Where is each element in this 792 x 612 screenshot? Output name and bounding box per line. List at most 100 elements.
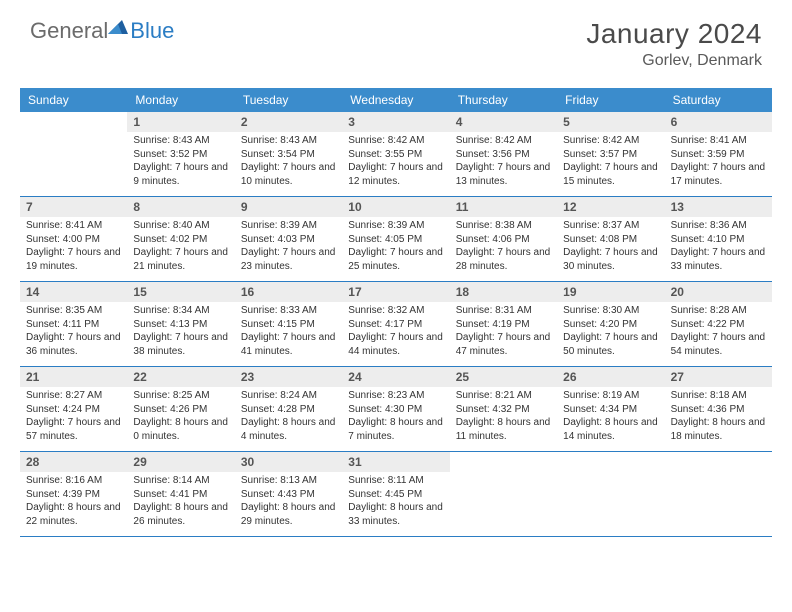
day-number: 20 [665,282,772,302]
day-cell: 19Sunrise: 8:30 AMSunset: 4:20 PMDayligh… [557,282,664,366]
day-number: 24 [342,367,449,387]
sunset-text: Sunset: 4:28 PM [241,403,336,417]
day-cell: 31Sunrise: 8:11 AMSunset: 4:45 PMDayligh… [342,452,449,536]
day-cell: 1Sunrise: 8:43 AMSunset: 3:52 PMDaylight… [127,112,234,196]
sunrise-text: Sunrise: 8:42 AM [456,134,551,148]
sunrise-text: Sunrise: 8:35 AM [26,304,121,318]
day-number: 7 [20,197,127,217]
day-number [665,452,772,472]
day-number: 12 [557,197,664,217]
daylight-text: Daylight: 7 hours and 12 minutes. [348,161,443,188]
day-number [20,112,127,132]
sunrise-text: Sunrise: 8:39 AM [241,219,336,233]
day-number: 17 [342,282,449,302]
day-cell: 9Sunrise: 8:39 AMSunset: 4:03 PMDaylight… [235,197,342,281]
day-body: Sunrise: 8:33 AMSunset: 4:15 PMDaylight:… [235,302,342,362]
day-body: Sunrise: 8:43 AMSunset: 3:52 PMDaylight:… [127,132,234,192]
daylight-text: Daylight: 7 hours and 17 minutes. [671,161,766,188]
day-number: 2 [235,112,342,132]
sunrise-text: Sunrise: 8:32 AM [348,304,443,318]
week-row: 1Sunrise: 8:43 AMSunset: 3:52 PMDaylight… [20,112,772,197]
day-cell [665,452,772,536]
sunset-text: Sunset: 4:02 PM [133,233,228,247]
calendar: SundayMondayTuesdayWednesdayThursdayFrid… [20,88,772,537]
sunrise-text: Sunrise: 8:42 AM [563,134,658,148]
day-body: Sunrise: 8:28 AMSunset: 4:22 PMDaylight:… [665,302,772,362]
day-number: 1 [127,112,234,132]
sunset-text: Sunset: 4:03 PM [241,233,336,247]
daylight-text: Daylight: 7 hours and 57 minutes. [26,416,121,443]
sunset-text: Sunset: 4:19 PM [456,318,551,332]
sunrise-text: Sunrise: 8:40 AM [133,219,228,233]
day-number: 23 [235,367,342,387]
daylight-text: Daylight: 7 hours and 38 minutes. [133,331,228,358]
day-body: Sunrise: 8:37 AMSunset: 4:08 PMDaylight:… [557,217,664,277]
daylight-text: Daylight: 7 hours and 54 minutes. [671,331,766,358]
day-body: Sunrise: 8:31 AMSunset: 4:19 PMDaylight:… [450,302,557,362]
sunset-text: Sunset: 3:52 PM [133,148,228,162]
page-header: General Blue January 2024 Gorlev, Denmar… [0,0,792,78]
sunrise-text: Sunrise: 8:41 AM [26,219,121,233]
day-cell: 14 Sunrise: 8:35 AMSunset: 4:11 PMDayligh… [20,282,127,366]
daylight-text: Daylight: 8 hours and 33 minutes. [348,501,443,528]
day-cell: 20Sunrise: 8:28 AMSunset: 4:22 PMDayligh… [665,282,772,366]
daylight-text: Daylight: 7 hours and 47 minutes. [456,331,551,358]
logo-text-2: Blue [130,18,174,44]
sunrise-text: Sunrise: 8:27 AM [26,389,121,403]
sunrise-text: Sunrise: 8:18 AM [671,389,766,403]
logo-triangle-icon [108,18,128,41]
day-number: 26 [557,367,664,387]
daylight-text: Daylight: 7 hours and 36 minutes. [26,331,121,358]
sunrise-text: Sunrise: 8:21 AM [456,389,551,403]
day-cell: 29Sunrise: 8:14 AMSunset: 4:41 PMDayligh… [127,452,234,536]
sunset-text: Sunset: 4:11 PM [26,318,121,332]
daylight-text: Daylight: 7 hours and 13 minutes. [456,161,551,188]
day-cell: 21Sunrise: 8:27 AMSunset: 4:24 PMDayligh… [20,367,127,451]
day-cell: 13Sunrise: 8:36 AMSunset: 4:10 PMDayligh… [665,197,772,281]
location-label: Gorlev, Denmark [586,52,762,70]
day-number: 22 [127,367,234,387]
day-number: 25 [450,367,557,387]
sunset-text: Sunset: 4:20 PM [563,318,658,332]
day-body: Sunrise: 8:24 AMSunset: 4:28 PMDaylight:… [235,387,342,447]
day-number: 10 [342,197,449,217]
daylight-text: Daylight: 7 hours and 9 minutes. [133,161,228,188]
logo: General Blue [30,18,174,44]
week-header-cell: Saturday [665,88,772,112]
month-title: January 2024 [586,18,762,50]
day-cell: 28Sunrise: 8:16 AMSunset: 4:39 PMDayligh… [20,452,127,536]
day-number: 14 [20,282,127,302]
sunrise-text: Sunrise: 8:34 AM [133,304,228,318]
day-body: Sunrise: 8:16 AMSunset: 4:39 PMDaylight:… [20,472,127,532]
day-number: 27 [665,367,772,387]
day-number: 4 [450,112,557,132]
sunrise-text: Sunrise: 8:31 AM [456,304,551,318]
day-body: Sunrise: 8:42 AMSunset: 3:55 PMDaylight:… [342,132,449,192]
sunset-text: Sunset: 3:57 PM [563,148,658,162]
day-body: Sunrise: 8:34 AMSunset: 4:13 PMDaylight:… [127,302,234,362]
week-header-cell: Thursday [450,88,557,112]
day-cell: 15Sunrise: 8:34 AMSunset: 4:13 PMDayligh… [127,282,234,366]
sunset-text: Sunset: 4:17 PM [348,318,443,332]
day-body: Sunrise: 8:39 AMSunset: 4:03 PMDaylight:… [235,217,342,277]
sunrise-text: Sunrise: 8:14 AM [133,474,228,488]
sunrise-text: Sunrise: 8:38 AM [456,219,551,233]
day-number: 6 [665,112,772,132]
sunset-text: Sunset: 4:22 PM [671,318,766,332]
day-number: 30 [235,452,342,472]
week-header-cell: Sunday [20,88,127,112]
day-cell: 22Sunrise: 8:25 AMSunset: 4:26 PMDayligh… [127,367,234,451]
sunset-text: Sunset: 4:45 PM [348,488,443,502]
daylight-text: Daylight: 8 hours and 14 minutes. [563,416,658,443]
daylight-text: Daylight: 7 hours and 19 minutes. [26,246,121,273]
day-cell: 5Sunrise: 8:42 AMSunset: 3:57 PMDaylight… [557,112,664,196]
sunset-text: Sunset: 4:06 PM [456,233,551,247]
sunrise-text: Sunrise: 8:19 AM [563,389,658,403]
day-body: Sunrise: 8:41 AMSunset: 4:00 PMDaylight:… [20,217,127,277]
sunset-text: Sunset: 4:41 PM [133,488,228,502]
day-number [557,452,664,472]
day-body: Sunrise: 8:19 AMSunset: 4:34 PMDaylight:… [557,387,664,447]
daylight-text: Daylight: 8 hours and 4 minutes. [241,416,336,443]
week-row: 28Sunrise: 8:16 AMSunset: 4:39 PMDayligh… [20,452,772,537]
day-number: 11 [450,197,557,217]
